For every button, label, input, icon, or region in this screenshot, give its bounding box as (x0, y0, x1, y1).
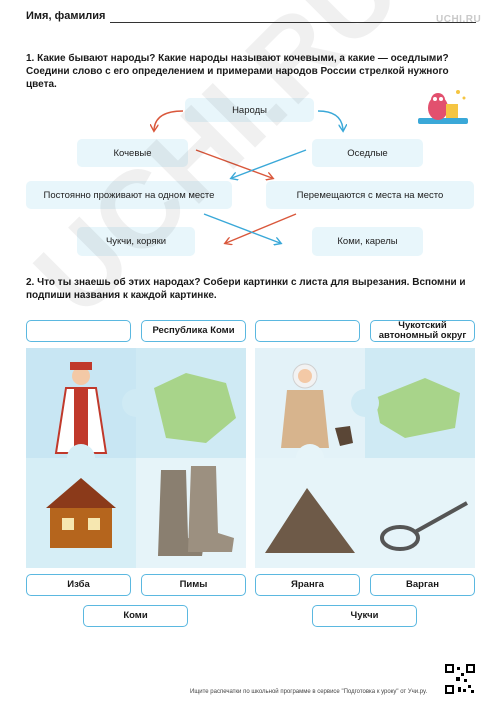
name-label: Имя, фамилия (26, 10, 106, 22)
definition-left-box: Постоянно проживают на одном месте (26, 181, 232, 209)
pimy-icon (158, 470, 204, 556)
task1-text: 1. Какие бывают народы? Какие народы наз… (26, 53, 449, 90)
definition-right-box: Перемещаются с места на место (266, 181, 474, 209)
arrow-nomadic-def (195, 149, 272, 178)
label-izba: Изба (26, 574, 131, 596)
region-label-chukotka: Чукотский автономный округ (370, 320, 475, 342)
settled-box: Оседлые (312, 139, 423, 167)
uchi-logo: UCHI.RU (436, 14, 482, 25)
label-yaranga: Яранга (255, 574, 360, 596)
puzzle-komi (26, 348, 246, 568)
examples-right-box: Коми, карелы (312, 227, 423, 256)
chukotka-map-icon (375, 378, 460, 438)
label-chukchi: Чукчи (312, 605, 417, 627)
region-label-komi: Республика Коми (141, 320, 246, 342)
puzzle-chukchi (255, 348, 475, 568)
arrow-to-nomadic (154, 110, 184, 130)
komi-map-icon (154, 373, 236, 443)
chukchi-man-icon (281, 390, 329, 448)
arrow-settled-def (232, 149, 307, 178)
vargan-icon (380, 525, 420, 551)
task2-text: 2. Что ты знаешь об этих народах? Собери… (26, 277, 466, 301)
label-komi: Коми (83, 605, 188, 627)
label-vargan: Варган (370, 574, 475, 596)
footer-text: Ищите распечатки по школьной программе в… (190, 689, 428, 695)
arrow-def-examples-blue (203, 213, 280, 243)
peoples-box: Народы (185, 98, 314, 122)
izba-roof-icon (46, 478, 116, 508)
reindeer-icon (335, 426, 353, 446)
izba-icon (50, 508, 112, 548)
vargan-tile (365, 458, 475, 568)
yaranga-icon (265, 488, 355, 553)
nomadic-box: Кочевые (77, 139, 188, 167)
blank-label-right[interactable] (255, 320, 360, 342)
arrow-to-settled (317, 110, 343, 130)
examples-left-box: Чукчи, коряки (77, 227, 195, 256)
qr-code-icon[interactable] (444, 663, 476, 695)
mascot-icon (418, 90, 468, 124)
label-pimy: Пимы (141, 574, 246, 596)
blank-label-left[interactable] (26, 320, 131, 342)
arrow-def-examples-red (226, 213, 297, 243)
arrows-diagram (0, 110, 500, 300)
name-line (110, 22, 476, 23)
